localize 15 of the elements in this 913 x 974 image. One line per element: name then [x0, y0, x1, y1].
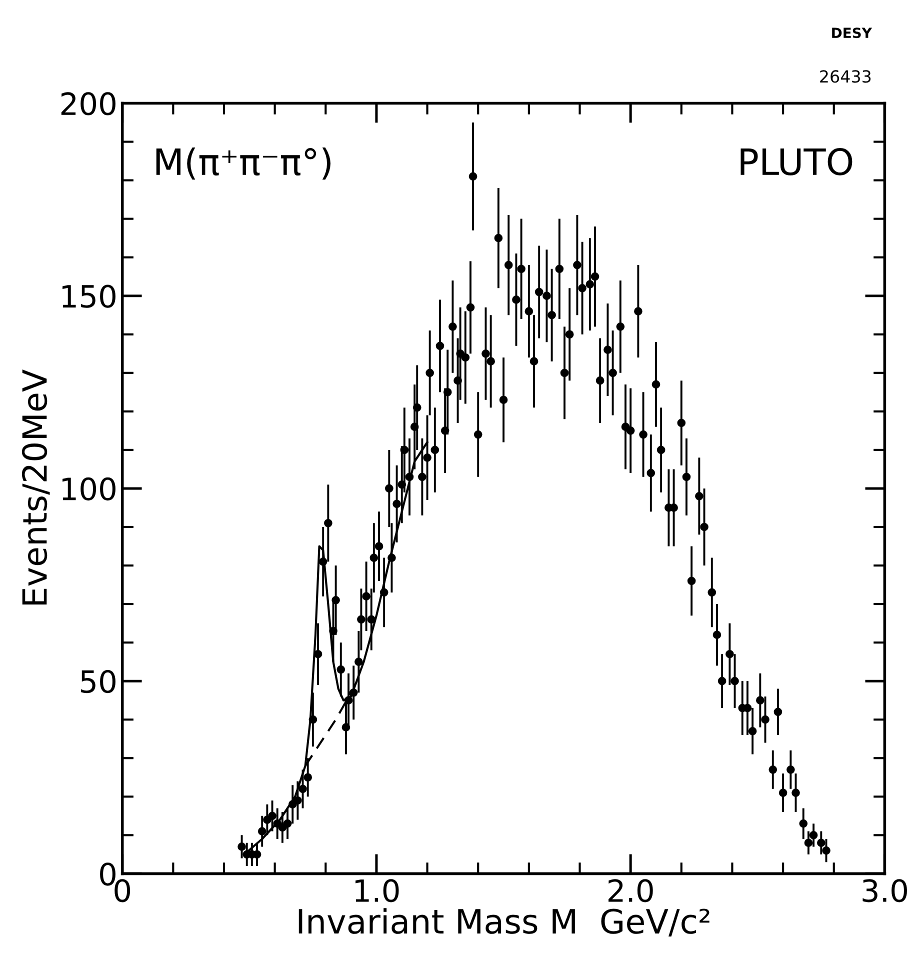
y-axis-title: Events/20MeV	[22, 369, 50, 604]
y-tick-label: 100	[62, 477, 116, 501]
y-tick-label: 0	[100, 862, 116, 886]
annotation: PLUTO	[740, 148, 852, 176]
y-tick-label: 150	[62, 284, 116, 308]
x-tick-label: 1.0	[356, 879, 399, 902]
x-axis-title: Invariant Mass M GeV/c²	[298, 908, 710, 937]
y-tick-label: 200	[61, 92, 116, 116]
x-tick-label: 3.0	[862, 879, 907, 902]
text: DESY	[832, 28, 872, 38]
y-tick-label: 50	[80, 670, 116, 694]
x-tick-label: 0	[114, 879, 130, 902]
x-tick-label: 2.0	[608, 879, 653, 902]
annotation: M(π⁺π⁻π°)	[156, 147, 330, 180]
text: 26433	[820, 70, 871, 83]
